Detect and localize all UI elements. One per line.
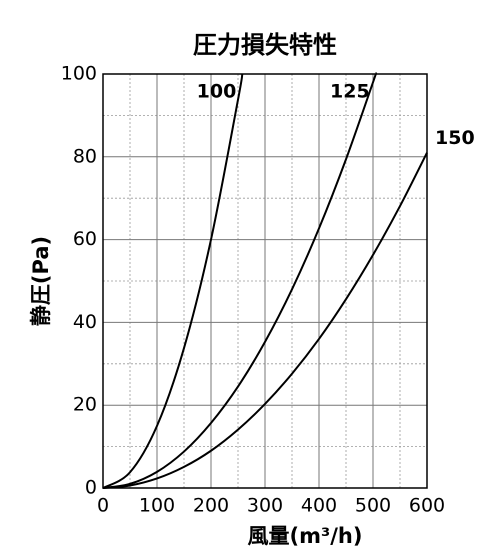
y-tick-label: 60 bbox=[73, 228, 97, 250]
chart-title: 圧力損失特性 bbox=[193, 31, 337, 59]
series-label: 125 bbox=[330, 81, 370, 103]
x-tick-label: 100 bbox=[139, 495, 175, 517]
curve bbox=[102, 73, 244, 489]
curve bbox=[102, 72, 378, 489]
plot-frame bbox=[102, 73, 428, 489]
series-label: 150 bbox=[435, 127, 475, 149]
x-tick-label: 200 bbox=[193, 495, 229, 517]
curve bbox=[102, 152, 428, 489]
x-tick-label: 300 bbox=[247, 495, 283, 517]
y-tick-label: 100 bbox=[61, 63, 97, 85]
x-tick-label: 0 bbox=[97, 495, 109, 517]
x-tick-label: 500 bbox=[355, 495, 391, 517]
y-tick-label: 0 bbox=[85, 477, 97, 499]
y-tick-label: 20 bbox=[73, 394, 97, 416]
y-tick-label: 40 bbox=[73, 311, 97, 333]
x-axis-label: 風量(m³/h) bbox=[248, 524, 363, 548]
x-tick-label: 600 bbox=[409, 495, 445, 517]
series-label: 100 bbox=[197, 81, 237, 103]
y-axis-label: 静圧(Pa) bbox=[29, 236, 53, 326]
y-tick-label: 80 bbox=[73, 145, 97, 167]
x-tick-label: 400 bbox=[301, 495, 337, 517]
